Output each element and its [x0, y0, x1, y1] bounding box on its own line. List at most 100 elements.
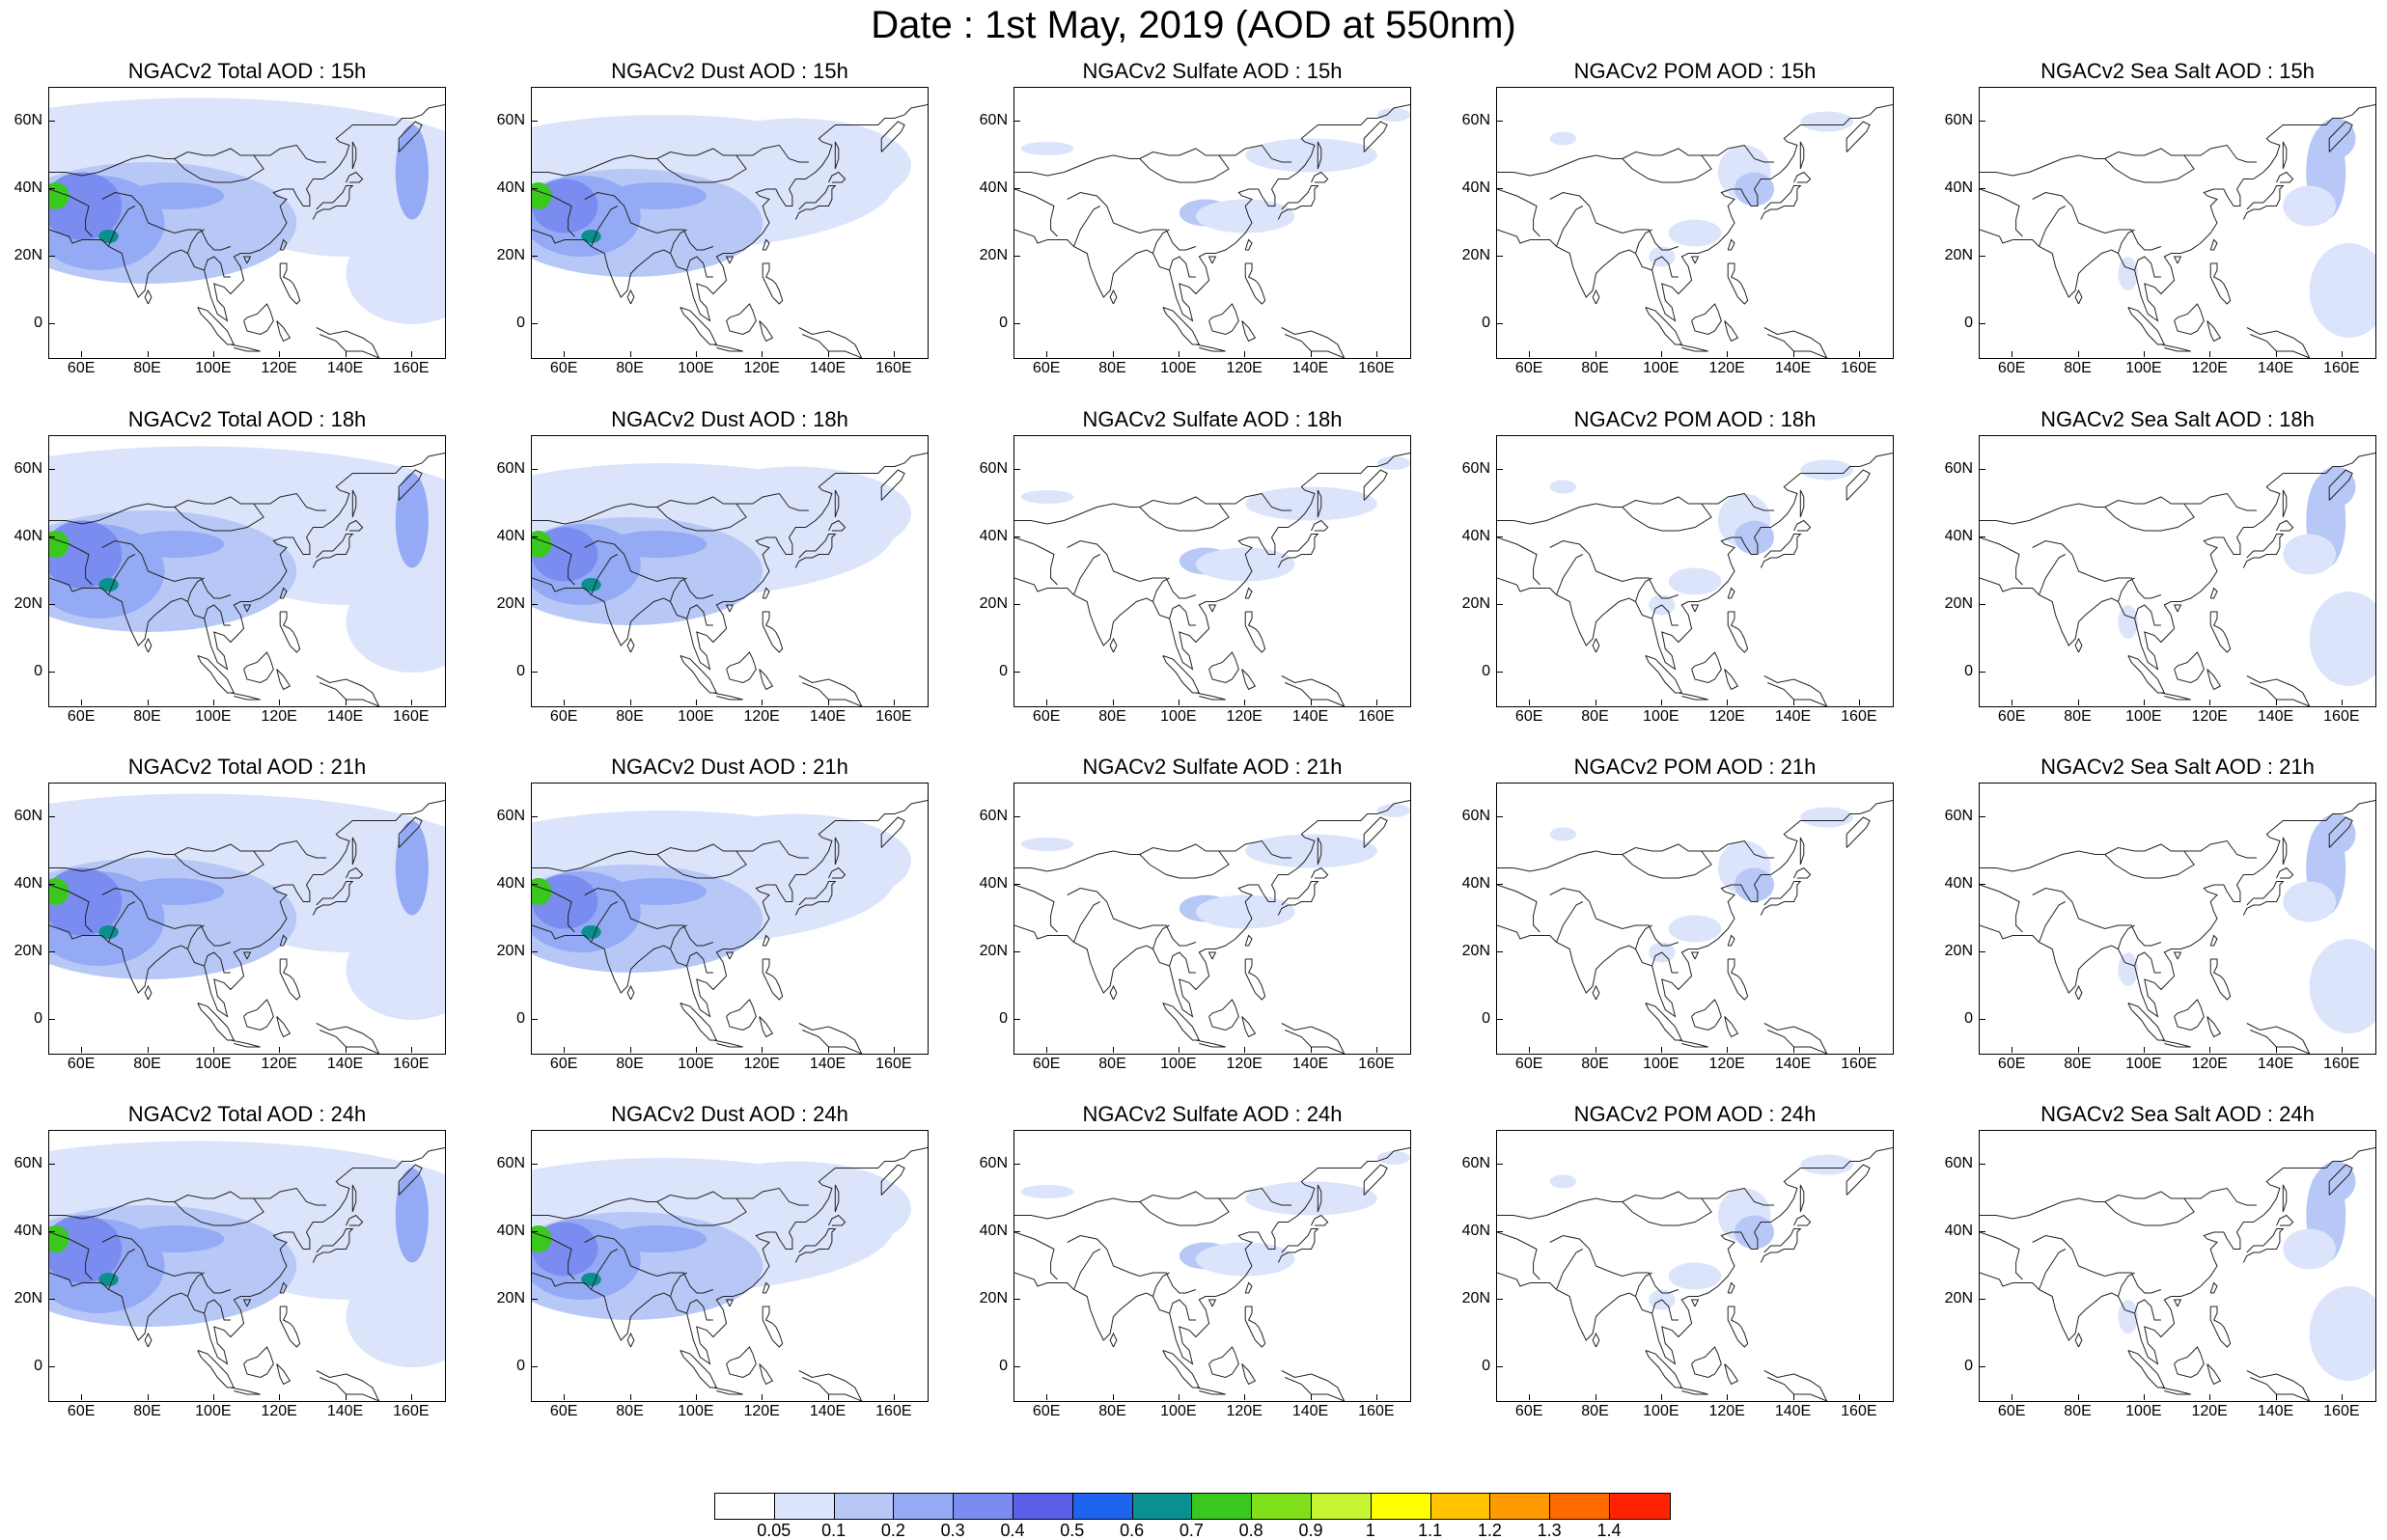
- panel-title: NGACv2 Total AOD : 15h: [127, 59, 367, 83]
- lon-tick: [2275, 1047, 2277, 1053]
- coastline: [1691, 303, 1722, 336]
- map-panel-pom-21h: NGACv2 POM AOD : 21h 60N 40N 20N 0 60E 80E 100E…: [1462, 752, 1894, 1072]
- map-panel-total-18h: NGACv2 Total AOD : 18h 60N 40N 20N 0 60E 80E 10…: [14, 404, 446, 725]
- coastline: [1067, 191, 1197, 251]
- coastline: [204, 604, 231, 626]
- lon-label: 120E: [1708, 1056, 1745, 1072]
- lat-tick: [49, 672, 55, 673]
- lat-label: 20N: [1944, 943, 1973, 959]
- lat-label: 20N: [1461, 1290, 1490, 1306]
- coastline: [1109, 637, 1118, 653]
- colorbar-label: 1.4: [1596, 1521, 1622, 1540]
- lat-tick: [1014, 951, 1020, 952]
- map-frame: [1013, 1130, 1411, 1402]
- lon-label: 80E: [2064, 1056, 2092, 1072]
- lon-tick: [1792, 351, 1794, 357]
- lat-label: 60N: [496, 1155, 525, 1171]
- aod-region: [607, 878, 708, 905]
- lat-label: 20N: [1461, 595, 1490, 612]
- lat-label: 40N: [496, 528, 525, 544]
- aod-region: [174, 1246, 254, 1286]
- coastline: [2039, 206, 2067, 247]
- coastline: [1793, 1214, 1812, 1226]
- lat-tick: [1980, 536, 1985, 537]
- lon-tick: [1792, 700, 1794, 705]
- coastline: [759, 1016, 774, 1038]
- lon-tick: [1046, 700, 1048, 705]
- lon-label: 80E: [1098, 360, 1126, 376]
- coastline: [1763, 327, 1828, 358]
- lat-label: 0: [516, 1358, 525, 1374]
- coastline: [762, 262, 784, 305]
- lon-label: 120E: [743, 1403, 780, 1419]
- aod-field-map: [1014, 104, 1410, 358]
- coastline: [108, 1249, 136, 1290]
- coastline: [656, 503, 747, 532]
- lon-label: 120E: [261, 1056, 297, 1072]
- coastline: [1281, 327, 1346, 358]
- map-panel-seasalt-24h: NGACv2 Sea Salt AOD : 24h 60N 40N 20N 0 60E 80…: [1945, 1099, 2376, 1419]
- coastline: [187, 577, 205, 602]
- lon-label: 80E: [2064, 708, 2092, 725]
- coastline: [2328, 816, 2353, 848]
- lon-tick: [695, 700, 697, 705]
- colorbar-swatch: [834, 1494, 895, 1519]
- aod-region: [1549, 480, 1576, 494]
- coastline: [1724, 669, 1739, 691]
- lon-tick: [2341, 1047, 2343, 1053]
- lon-tick: [695, 1047, 697, 1053]
- coastline: [2074, 289, 2083, 305]
- aod-region: [395, 1168, 429, 1263]
- lat-label: 20N: [14, 247, 42, 263]
- coastline: [101, 887, 232, 947]
- lon-label: 140E: [326, 1403, 364, 1419]
- coastline: [794, 185, 837, 220]
- aod-region: [581, 578, 601, 591]
- map-frame: [1013, 435, 1411, 707]
- coastline: [1635, 577, 1652, 602]
- panel-title: NGACv2 Sulfate AOD : 24h: [1082, 1102, 1343, 1126]
- colorbar-swatch: [1311, 1494, 1372, 1519]
- coastline: [1980, 188, 2023, 237]
- lon-label: 60E: [549, 1403, 578, 1419]
- lon-tick: [345, 351, 347, 357]
- colorbar-swatch: [1252, 1494, 1312, 1519]
- coastline: [1109, 984, 1118, 1001]
- coastline: [1208, 1346, 1239, 1379]
- map-frame: [1979, 1130, 2376, 1402]
- lon-tick: [410, 351, 412, 357]
- coastline: [1691, 1346, 1722, 1379]
- colorbar-label: 0.8: [1238, 1521, 1263, 1540]
- lon-label: 80E: [1581, 360, 1609, 376]
- map-panel-total-15h: NGACv2 Total AOD : 15h 60N 40N 20N 0 60E 80E 10…: [14, 56, 446, 376]
- lat-tick: [49, 469, 55, 470]
- lat-tick: [1980, 1019, 1985, 1020]
- coastline: [880, 816, 905, 848]
- lat-tick: [49, 536, 55, 537]
- lat-label: 0: [516, 1010, 525, 1027]
- coastline: [242, 1299, 252, 1307]
- coastline: [712, 692, 743, 701]
- coastline: [2032, 887, 2162, 947]
- lat-label: 60N: [496, 112, 525, 128]
- lon-label: 60E: [67, 708, 96, 725]
- aod-region: [2316, 466, 2356, 508]
- coastline: [626, 289, 635, 305]
- map-panel-seasalt-18h: NGACv2 Sea Salt AOD : 18h 60N 40N 20N 0 60E 80…: [1945, 404, 2376, 725]
- coastline: [1727, 934, 1735, 947]
- colorbar-label: 0.5: [1060, 1521, 1085, 1540]
- coastline: [532, 144, 809, 177]
- lat-label: 40N: [1461, 875, 1490, 892]
- map-panel-dust-15h: NGACv2 Dust AOD : 15h 60N 40N 20N 0 60E 80E 100…: [497, 56, 929, 376]
- lon-label: 60E: [67, 1403, 96, 1419]
- coastline: [1067, 539, 1197, 599]
- coastline: [2276, 1214, 2294, 1226]
- aod-region: [1549, 131, 1576, 146]
- coastline: [2209, 934, 2218, 947]
- lon-label: 120E: [1708, 360, 1745, 376]
- lon-tick: [762, 700, 763, 705]
- lon-tick: [1112, 1047, 1114, 1053]
- aod-region: [1800, 807, 1853, 828]
- coastline: [1281, 675, 1346, 706]
- aod-region: [2283, 534, 2336, 575]
